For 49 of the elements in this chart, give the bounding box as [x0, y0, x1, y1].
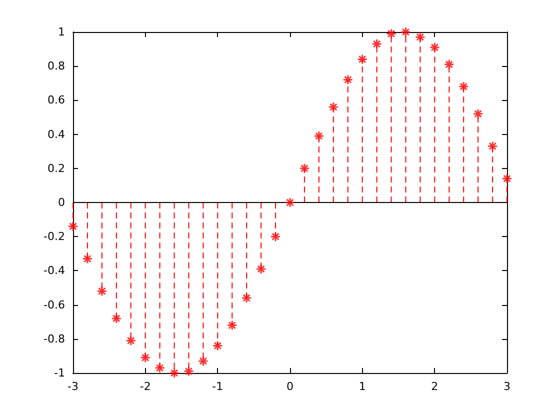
y-tick-label: 0 — [58, 196, 65, 209]
y-tick-label: 0.2 — [48, 162, 65, 175]
point — [328, 102, 339, 112]
y-tick-label: -0.4 — [44, 264, 65, 278]
point — [400, 26, 411, 38]
y-tick-label: 0.4 — [48, 128, 65, 141]
y-tick-label: 0.8 — [48, 60, 65, 73]
point — [502, 173, 512, 184]
point — [256, 264, 266, 274]
point — [299, 163, 310, 174]
point — [140, 352, 151, 363]
y-tick-label: 1 — [58, 26, 65, 38]
point — [314, 130, 324, 142]
point — [342, 74, 354, 85]
y-tick-label: -0.8 — [44, 332, 65, 346]
x-tick-label: -3 — [68, 380, 78, 393]
point — [96, 286, 108, 296]
x-tick-label: -1 — [212, 380, 224, 393]
point — [111, 313, 122, 324]
point — [154, 362, 166, 374]
point — [372, 38, 382, 50]
y-tick-label: -1 — [54, 366, 65, 380]
point — [226, 320, 238, 331]
point — [241, 292, 252, 304]
point — [169, 368, 180, 378]
point — [487, 140, 498, 152]
x-tick-label: 2 — [431, 380, 438, 393]
x-tick-label: 1 — [358, 380, 366, 393]
x-tick-label: -2 — [140, 380, 151, 393]
x-tick-label: 3 — [504, 380, 510, 393]
point — [284, 197, 296, 208]
point — [82, 254, 93, 264]
point — [444, 59, 454, 70]
point — [472, 108, 484, 120]
point — [126, 335, 136, 346]
y-tick-label: -0.6 — [44, 298, 65, 312]
point — [212, 340, 223, 351]
x-tick-label: 0 — [286, 380, 294, 393]
point — [414, 32, 426, 42]
y-tick-label: -0.2 — [44, 230, 65, 244]
point — [429, 42, 440, 53]
point — [183, 366, 194, 377]
point — [458, 81, 469, 92]
point — [357, 54, 368, 65]
y-tick-label: 0.6 — [48, 94, 65, 107]
point — [386, 28, 397, 39]
point — [198, 356, 208, 366]
point — [270, 231, 281, 242]
point — [68, 221, 78, 232]
